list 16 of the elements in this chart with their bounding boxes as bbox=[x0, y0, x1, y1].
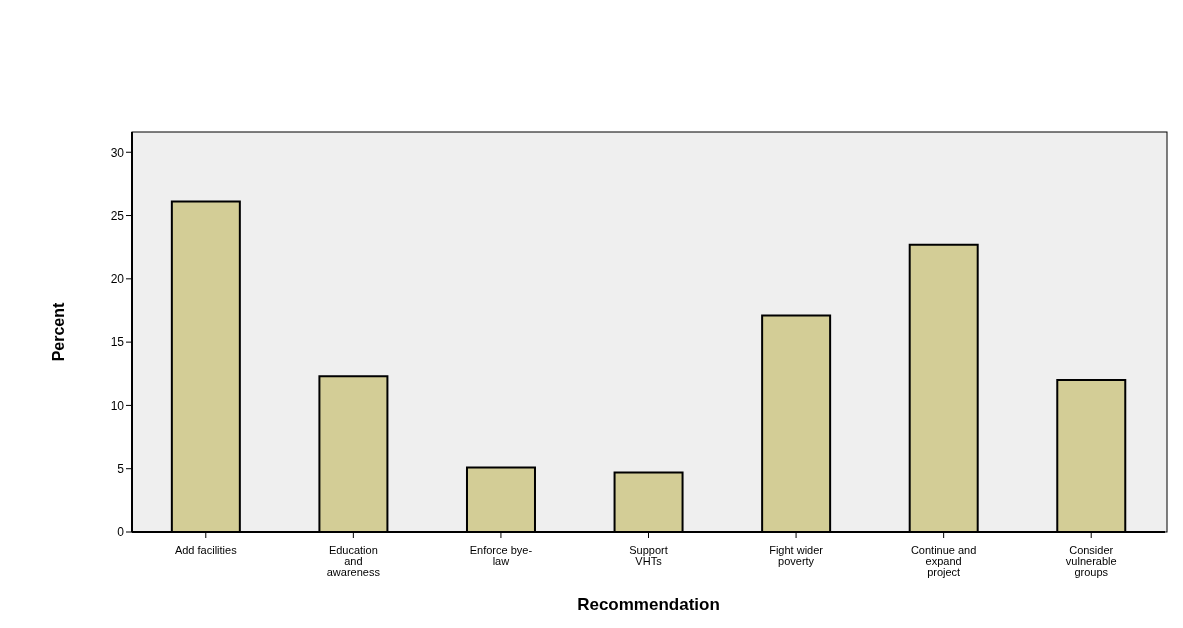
y-tick-label: 30 bbox=[110, 145, 125, 160]
y-tick-label: 25 bbox=[110, 208, 125, 223]
x-axis-title: Recommendation bbox=[577, 595, 720, 614]
x-tick-label: Continue and expand project bbox=[910, 544, 977, 578]
y-axis-title: Percent bbox=[49, 301, 67, 362]
x-tick-label: Education and awareness bbox=[326, 544, 381, 578]
y-tick-label: 0 bbox=[117, 525, 125, 540]
y-tick-label: 5 bbox=[117, 461, 125, 476]
y-tick-label: 20 bbox=[110, 272, 125, 287]
y-tick-label: 15 bbox=[110, 335, 125, 350]
y-tick-label: 10 bbox=[110, 398, 125, 413]
x-tick-label: Consider vulnerable groups bbox=[1065, 544, 1117, 578]
x-tick-label: Support VHTs bbox=[629, 544, 668, 567]
x-tick-label: Fight wider poverty bbox=[769, 544, 824, 567]
x-tick-label: Enforce bye-law bbox=[469, 544, 533, 567]
x-tick-label: Add facilities bbox=[174, 544, 238, 556]
